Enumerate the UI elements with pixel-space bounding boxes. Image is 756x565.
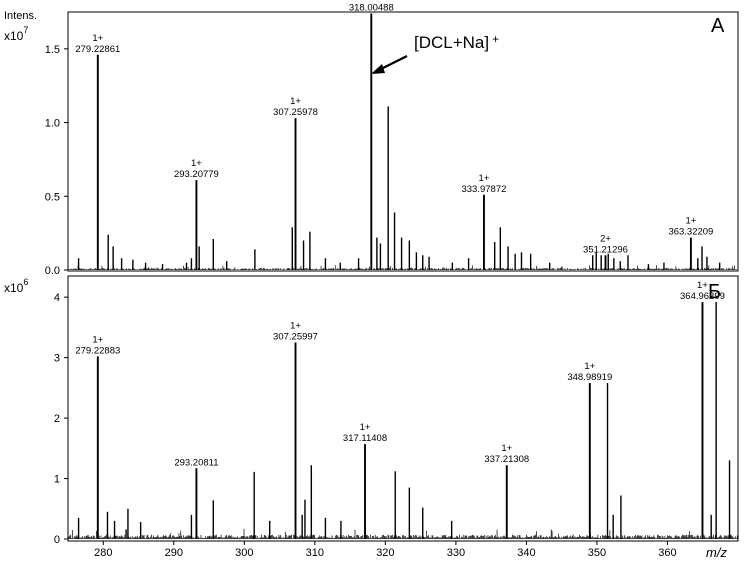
peak-charge-label: 1+ bbox=[290, 96, 301, 107]
x-tick-label: 350 bbox=[588, 547, 606, 559]
x-tick-label: 330 bbox=[447, 547, 465, 559]
peak-charge-label: 1+ bbox=[584, 361, 595, 372]
peak-charge-label: 1+ bbox=[366, 0, 377, 2]
peak-mz-label: 307.25978 bbox=[273, 107, 318, 118]
x-axis-ticks: 280 290 300 310 320 330 340 350 360 bbox=[94, 541, 677, 559]
panel-b-peak-labels: 1+279.22883293.208111+307.259971+317.114… bbox=[75, 280, 725, 468]
x-tick-label: 310 bbox=[306, 547, 324, 559]
peak-mz-label: 333.97872 bbox=[461, 184, 506, 195]
panel-a-frame bbox=[67, 11, 739, 272]
peak-mz-label: 317.11408 bbox=[343, 433, 387, 444]
baseline-noise bbox=[67, 265, 738, 270]
y-tick-label: 0 bbox=[54, 534, 60, 546]
y-tick-label: 0.0 bbox=[45, 265, 60, 277]
peak-charge-label: 1+ bbox=[501, 443, 512, 454]
panel-a-letter: A bbox=[711, 15, 725, 37]
peak-charge-label: 1+ bbox=[92, 334, 103, 345]
panel-b-peaks bbox=[67, 301, 738, 539]
peak-mz-label: 364.96299 bbox=[680, 291, 725, 302]
baseline-noise bbox=[67, 528, 738, 539]
peak-mz-label: 318.00488 bbox=[349, 2, 394, 13]
x-tick-label: 300 bbox=[235, 547, 253, 559]
y-tick-label: 1 bbox=[54, 474, 60, 486]
y-tick-label: 2 bbox=[54, 413, 60, 425]
panel-b-frame bbox=[67, 275, 739, 542]
x-tick-label: 340 bbox=[517, 547, 535, 559]
peak-charge-label: 1+ bbox=[360, 422, 371, 433]
y-tick-label: 3 bbox=[54, 353, 60, 365]
panel-a-y-multiplier: x107 bbox=[4, 25, 28, 43]
x-tick-label: 360 bbox=[658, 547, 676, 559]
dcl-na-annotation: [DCL+Na] + bbox=[371, 32, 499, 74]
y-tick-label: 4 bbox=[54, 292, 60, 304]
annotation-arrow-line bbox=[378, 55, 408, 71]
peak-charge-label: 1+ bbox=[191, 158, 202, 169]
x-tick-label: 280 bbox=[94, 547, 112, 559]
dcl-na-annotation-text: [DCL+Na] + bbox=[414, 32, 499, 52]
panel-a-peak-labels: 1+279.228611+293.207791+307.259781+318.0… bbox=[75, 0, 713, 255]
panel-b-y-ticks: 0 1 2 3 4 bbox=[54, 292, 68, 546]
panel-a-peaks bbox=[67, 13, 738, 270]
x-axis-label: m/z bbox=[706, 545, 727, 560]
panel-a-y-ticks: 0.0 0.5 1.0 1.5 bbox=[45, 44, 68, 277]
peak-charge-label: 1+ bbox=[92, 33, 103, 44]
peak-charge-label: 1+ bbox=[697, 280, 708, 291]
peak-mz-label: 293.20779 bbox=[174, 169, 219, 180]
peak-charge-label: 1+ bbox=[685, 216, 696, 227]
panel-a: Intens. x107 A 0.00.51.01.5 1+279.228611… bbox=[4, 0, 739, 277]
peak-mz-label: 363.32209 bbox=[668, 227, 713, 238]
peak-mz-label: 293.20811 bbox=[174, 457, 218, 468]
peak-mz-label: 279.22861 bbox=[75, 44, 120, 55]
peak-mz-label: 351.21296 bbox=[583, 244, 628, 255]
y-tick-label: 0.5 bbox=[45, 191, 60, 203]
x-tick-label: 320 bbox=[376, 547, 394, 559]
y-tick-label: 1.5 bbox=[45, 44, 60, 56]
panel-b-letter: Б bbox=[708, 281, 721, 303]
panel-a-y-title: Intens. bbox=[4, 10, 37, 22]
peak-mz-label: 307.25997 bbox=[273, 332, 318, 343]
peak-mz-label: 279.22883 bbox=[75, 345, 120, 356]
annotation-arrowhead bbox=[371, 64, 385, 74]
peak-mz-label: 337.21308 bbox=[484, 454, 529, 465]
peak-charge-label: 1+ bbox=[290, 321, 301, 332]
y-tick-label: 1.0 bbox=[45, 118, 60, 130]
x-tick-label: 290 bbox=[165, 547, 183, 559]
peak-mz-label: 348.98919 bbox=[567, 372, 612, 383]
peak-charge-label: 2+ bbox=[600, 233, 611, 244]
peak-charge-label: 1+ bbox=[479, 173, 490, 184]
panel-b-y-multiplier: x106 bbox=[4, 277, 28, 295]
